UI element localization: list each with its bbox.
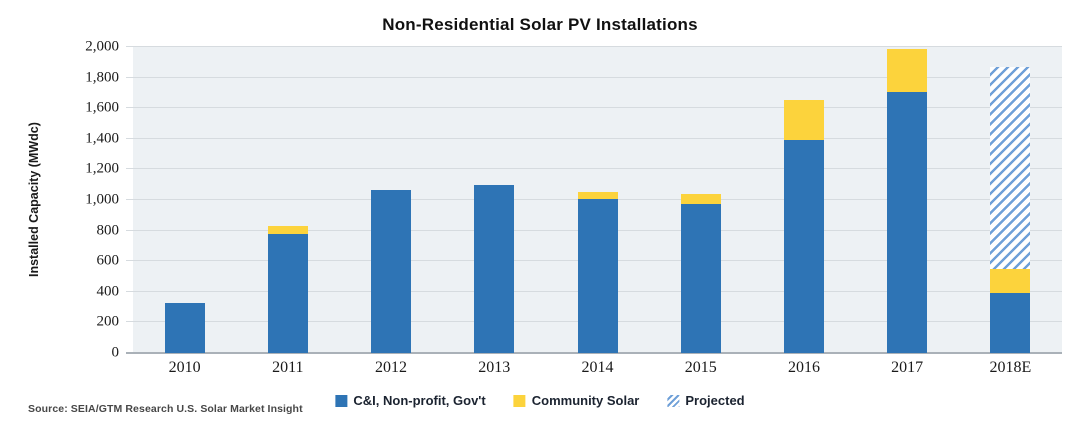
bar-2013-ci-segment [474,184,515,353]
bar-2016-community-segment [783,99,824,140]
y-axis-title: Installed Capacity (MWdc) [27,122,41,278]
plot-area [126,46,1062,354]
x-tick-label-2011: 2011 [272,359,304,376]
bar-2018E-community-segment [990,268,1031,294]
bar-2014-ci-segment [577,199,618,353]
x-axis-tick-labels: 2010 2011 2012 2013 2014 2015 2016 2017 2018E [133,359,1062,381]
bar-2010-ci-segment [164,302,205,353]
gridline [126,137,1062,139]
x-tick-label-2010: 2010 [168,359,201,376]
bar-2015-ci-segment [680,203,721,353]
bar-2016 [783,47,824,353]
bar-2016-ci-segment [783,139,824,353]
y-tick-label: 1,800 [85,69,119,86]
legend-item: C&I, Non-profit, Gov't [335,393,486,408]
gridline [126,46,1062,47]
legend-label: Community Solar [531,393,640,408]
x-tick-label-2015: 2015 [684,359,717,376]
legend-label: Projected [685,393,745,408]
chart-title: Non-Residential Solar PV Installations [382,15,698,34]
y-tick-label: 0 [111,344,120,361]
bar-2011-community-segment [267,226,308,235]
gridline [126,107,1062,109]
y-tick-label: 1,400 [85,130,119,147]
bar-2011-ci-segment [267,234,308,353]
y-tick-label: 400 [96,283,120,300]
y-tick-label: 1,000 [85,191,119,208]
legend-swatch-hatch-icon [667,394,680,407]
y-axis-tick-labels: 2,000 1,800 1,600 1,400 1,200 1,000 800 600 400 2… [53,39,125,361]
y-tick-label: 1,200 [85,160,119,177]
bar-2018E-ci-segment [990,293,1031,353]
bar-2018E [990,47,1031,353]
legend-label: C&I, Non-profit, Gov't [353,393,486,408]
bar-2014 [577,47,618,353]
bar-2017-ci-segment [887,92,928,353]
bar-2014-community-segment [577,192,618,200]
source-note: Source: SEIA/GTM Research U.S. Solar Mar… [28,403,303,415]
bar-2015 [680,47,721,353]
bar-2012-ci-segment [371,190,412,353]
x-tick-label-2018E: 2018E [989,359,1032,376]
legend-swatch-solid-yellow-icon [513,394,526,407]
legend-item: Projected [667,393,745,408]
legend-item: Community Solar [513,393,640,408]
gridline [126,168,1062,170]
x-tick-label-2014: 2014 [581,359,614,376]
x-axis-line [126,352,1062,354]
y-tick-label: 2,000 [85,38,119,55]
y-tick-label: 600 [96,252,120,269]
legend-swatch-solid-blue-icon [335,394,348,407]
bar-2017-community-segment [887,49,928,93]
x-tick-label-2012: 2012 [375,359,408,376]
bar-2015-community-segment [680,193,721,204]
bar-2013 [474,47,515,353]
gridline [126,76,1062,78]
bar-2011 [267,47,308,353]
bar-2012 [371,47,412,353]
bar-2017 [887,47,928,353]
y-tick-label: 1,600 [85,99,119,116]
x-tick-label-2013: 2013 [478,359,511,376]
y-tick-label: 200 [96,313,120,330]
x-tick-label-2016: 2016 [787,359,820,376]
bar-2010 [164,47,205,353]
legend: C&I, Non-profit, Gov't Community Solar Pro… [335,393,745,408]
x-tick-label-2017: 2017 [891,359,924,376]
y-tick-label: 800 [96,222,120,239]
bar-2018E-projected-segment [990,66,1031,269]
